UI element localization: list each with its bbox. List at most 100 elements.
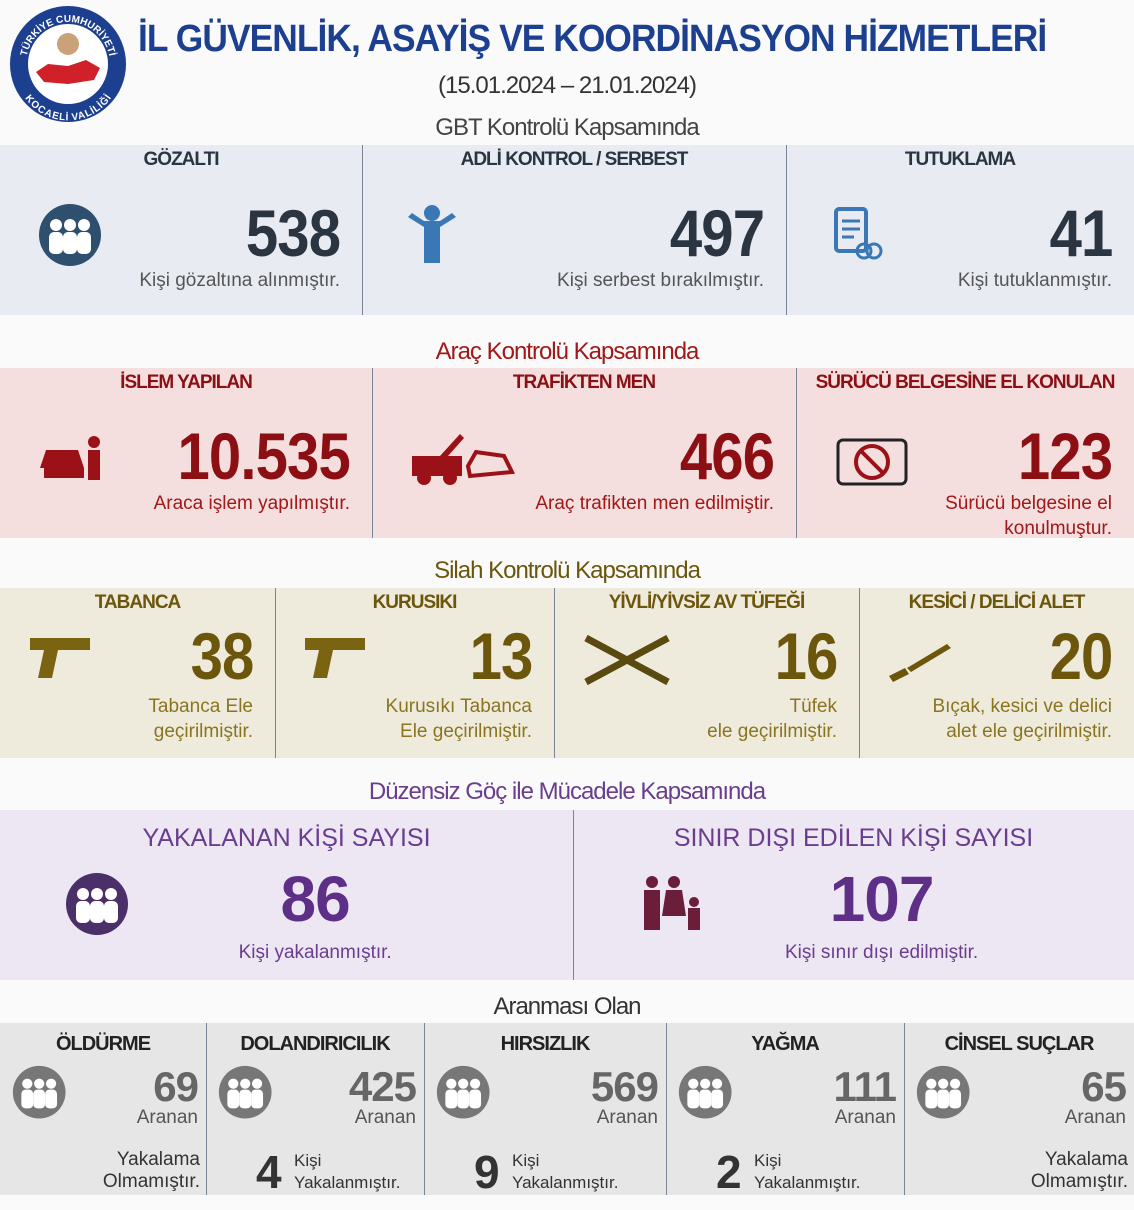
- item-value: 13: [469, 619, 533, 693]
- panel: [0, 810, 1134, 980]
- icon-graphic: [12, 1065, 66, 1119]
- icon-part: [64, 219, 76, 231]
- item-desc: Araç trafikten men edilmiştir.: [535, 493, 774, 514]
- icon-part: [854, 444, 890, 480]
- item-value: 86: [280, 863, 351, 935]
- divider: [362, 145, 363, 315]
- icon-part: [469, 1078, 481, 1089]
- icon-graphic: [584, 634, 670, 686]
- icon-part: [45, 1078, 57, 1089]
- item-value: 20: [1049, 619, 1113, 693]
- item-desc: alet ele geçirilmiştir.: [946, 721, 1112, 742]
- section-title: Silah Kontrolü Kapsamında: [434, 557, 701, 584]
- icon-part: [688, 1078, 699, 1089]
- icon-part: [836, 438, 908, 486]
- icon-part: [446, 1078, 457, 1089]
- icon-part: [33, 1089, 46, 1109]
- item-desc: ele geçirilmiştir.: [707, 721, 837, 742]
- icon-graphic: [412, 434, 516, 485]
- icon: [887, 630, 951, 699]
- wanted-count: 425: [348, 1063, 417, 1110]
- icon-graphic: [916, 1065, 970, 1119]
- icon: [916, 1065, 970, 1124]
- icon: [303, 630, 367, 699]
- icon: [678, 1065, 732, 1124]
- icon-part: [45, 1089, 58, 1109]
- icon-part: [251, 1089, 264, 1109]
- icon-part: [50, 219, 62, 231]
- icon: [638, 872, 702, 941]
- icon: [38, 203, 102, 272]
- icon-graphic: [218, 1065, 272, 1119]
- item-desc: Yakalanmıştır.: [754, 1173, 861, 1192]
- item-desc: Kişi serbest bırakılmıştır.: [557, 270, 764, 291]
- icon-part: [22, 1078, 33, 1089]
- icon-part: [227, 1089, 240, 1109]
- item-label: İSLEM YAPILAN: [120, 372, 253, 393]
- wanted-count: 111: [833, 1063, 897, 1110]
- icon-part: [90, 901, 104, 923]
- icon-part: [662, 890, 686, 916]
- divider: [206, 1023, 207, 1195]
- icon-part: [63, 232, 77, 254]
- item-desc: Araca işlem yapılmıştır.: [153, 493, 350, 514]
- icon: [218, 1065, 272, 1124]
- divider: [666, 1023, 667, 1195]
- divider: [554, 588, 555, 758]
- item-desc: Kişi tutuklanmıştır.: [957, 270, 1112, 291]
- wanted-count: 569: [590, 1063, 659, 1110]
- item-desc: geçirilmiştir.: [153, 721, 253, 742]
- icon-part: [412, 456, 462, 476]
- icon-part: [408, 213, 456, 263]
- icon: [582, 630, 674, 699]
- panel: [0, 588, 1134, 758]
- item-desc: Kişi: [512, 1151, 540, 1170]
- section-title: Aranması Olan: [493, 993, 641, 1020]
- item-desc: Ele geçirilmiştir.: [400, 721, 532, 742]
- item-value: 123: [1017, 419, 1113, 493]
- item-label: YAĞMA: [751, 1033, 820, 1055]
- icon-graphic: [889, 644, 951, 682]
- wanted-text: Aranan: [834, 1107, 896, 1128]
- icon-part: [465, 449, 516, 479]
- icon-graphic: [834, 207, 883, 260]
- item-desc: Kişi: [754, 1151, 782, 1170]
- icon-part: [937, 1089, 950, 1109]
- icon-part: [925, 1089, 938, 1109]
- item-desc: Yakalama: [1044, 1149, 1128, 1170]
- icon: [410, 426, 520, 495]
- item-label: KURUSIKI: [372, 592, 458, 613]
- item-desc: Tabanca Ele: [148, 696, 253, 717]
- item-desc: Kişi sınır dışı edilmiştir.: [784, 942, 979, 963]
- icon-part: [417, 471, 431, 485]
- icon: [400, 203, 464, 272]
- icon-part: [251, 1078, 263, 1089]
- icon-part: [88, 436, 100, 448]
- icon-part: [440, 434, 464, 456]
- item-label: SÜRÜCÜ BELGESİNE EL KONULAN: [815, 372, 1116, 393]
- icon-part: [77, 232, 91, 254]
- icon-part: [34, 1078, 45, 1089]
- icon-part: [78, 219, 90, 231]
- wanted-text: Aranan: [354, 1107, 416, 1128]
- divider: [275, 588, 276, 758]
- panel: [0, 145, 1134, 315]
- icon: [824, 203, 888, 272]
- icon-part: [699, 1089, 712, 1109]
- item-label: TUTUKLAMA: [904, 149, 1016, 170]
- icon: [436, 1065, 490, 1124]
- item-value: 107: [829, 863, 935, 935]
- icon-part: [859, 449, 885, 475]
- icon-graphic: [408, 205, 456, 263]
- icon-part: [305, 638, 365, 678]
- icon-part: [700, 1078, 711, 1089]
- icon-graphic: [39, 204, 101, 266]
- item-value: 497: [669, 196, 765, 270]
- icon-part: [91, 888, 103, 900]
- divider: [573, 810, 574, 980]
- icon-part: [458, 1078, 469, 1089]
- icon-part: [855, 242, 873, 260]
- item-desc: Yakalama: [116, 1149, 200, 1170]
- icon-part: [711, 1078, 723, 1089]
